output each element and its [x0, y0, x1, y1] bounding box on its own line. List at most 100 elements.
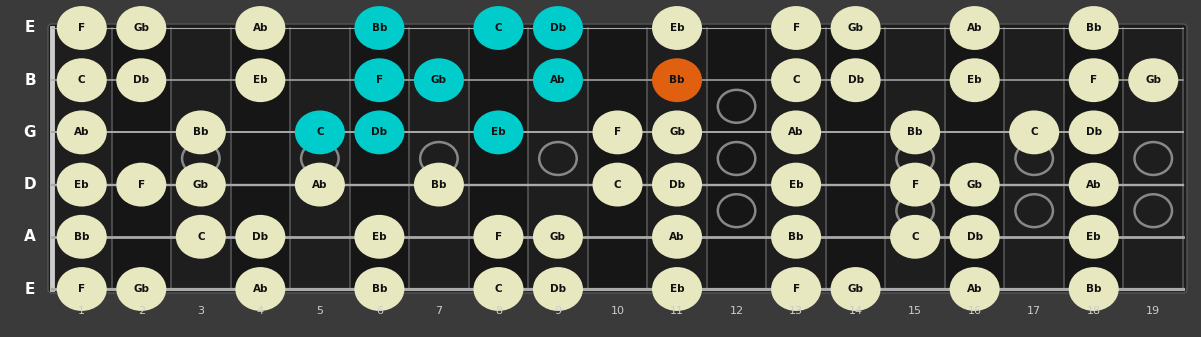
Text: Bb: Bb — [788, 232, 803, 242]
Bar — [766, 28, 826, 289]
Text: 15: 15 — [908, 306, 922, 316]
Text: Eb: Eb — [253, 75, 268, 85]
Text: Ab: Ab — [550, 75, 566, 85]
Ellipse shape — [116, 267, 166, 311]
Ellipse shape — [235, 58, 286, 102]
Bar — [231, 28, 291, 289]
Text: 6: 6 — [376, 306, 383, 316]
Text: Ab: Ab — [1086, 180, 1101, 190]
Text: F: F — [793, 23, 800, 33]
Bar — [52, 28, 112, 289]
Ellipse shape — [771, 6, 821, 50]
Text: Bb: Bb — [908, 127, 922, 137]
Text: Bb: Bb — [371, 284, 387, 294]
Ellipse shape — [175, 215, 226, 259]
Ellipse shape — [56, 58, 107, 102]
Bar — [885, 28, 945, 289]
Text: Gb: Gb — [669, 127, 685, 137]
Text: Bb: Bb — [1086, 23, 1101, 33]
Text: Db: Db — [133, 75, 149, 85]
Ellipse shape — [771, 111, 821, 154]
Text: Ab: Ab — [312, 180, 328, 190]
Ellipse shape — [354, 215, 405, 259]
Text: F: F — [912, 180, 919, 190]
Bar — [1004, 28, 1064, 289]
Bar — [647, 28, 707, 289]
Text: 1: 1 — [78, 306, 85, 316]
Ellipse shape — [771, 58, 821, 102]
Ellipse shape — [1069, 215, 1118, 259]
Ellipse shape — [1069, 267, 1118, 311]
Text: Db: Db — [550, 23, 566, 33]
Text: Gb: Gb — [193, 180, 209, 190]
Text: 16: 16 — [968, 306, 981, 316]
Text: Ab: Ab — [967, 284, 982, 294]
Text: Gb: Gb — [1146, 75, 1161, 85]
Ellipse shape — [354, 6, 405, 50]
Ellipse shape — [473, 267, 524, 311]
Text: F: F — [78, 23, 85, 33]
Ellipse shape — [533, 215, 582, 259]
Text: A: A — [24, 229, 36, 244]
Text: Gb: Gb — [431, 75, 447, 85]
Text: 12: 12 — [729, 306, 743, 316]
Text: Ab: Ab — [252, 284, 268, 294]
Bar — [291, 28, 349, 289]
Ellipse shape — [831, 267, 880, 311]
Bar — [587, 28, 647, 289]
Ellipse shape — [533, 6, 582, 50]
Text: Db: Db — [967, 232, 982, 242]
Bar — [112, 28, 171, 289]
Text: C: C — [1030, 127, 1038, 137]
Text: 18: 18 — [1087, 306, 1101, 316]
Bar — [171, 28, 231, 289]
Text: 17: 17 — [1027, 306, 1041, 316]
Ellipse shape — [235, 6, 286, 50]
Text: C: C — [614, 180, 621, 190]
Ellipse shape — [175, 111, 226, 154]
Ellipse shape — [831, 6, 880, 50]
Ellipse shape — [116, 163, 166, 207]
Ellipse shape — [652, 111, 703, 154]
Text: Eb: Eb — [967, 75, 982, 85]
Ellipse shape — [652, 267, 703, 311]
Text: C: C — [912, 232, 919, 242]
Ellipse shape — [950, 163, 999, 207]
Ellipse shape — [950, 6, 999, 50]
Ellipse shape — [533, 267, 582, 311]
Text: Gb: Gb — [848, 23, 864, 33]
Text: Db: Db — [252, 232, 268, 242]
Bar — [528, 28, 587, 289]
Ellipse shape — [116, 58, 166, 102]
Ellipse shape — [56, 267, 107, 311]
Text: 7: 7 — [435, 306, 442, 316]
Text: Db: Db — [1086, 127, 1101, 137]
Text: Db: Db — [848, 75, 864, 85]
Bar — [826, 28, 885, 289]
Text: C: C — [316, 127, 324, 137]
Ellipse shape — [890, 111, 940, 154]
Text: F: F — [614, 127, 621, 137]
FancyBboxPatch shape — [48, 24, 1187, 293]
Text: Bb: Bb — [371, 23, 387, 33]
Ellipse shape — [175, 163, 226, 207]
Text: F: F — [793, 284, 800, 294]
Ellipse shape — [56, 111, 107, 154]
Text: C: C — [495, 284, 502, 294]
Text: Eb: Eb — [372, 232, 387, 242]
Text: Eb: Eb — [789, 180, 803, 190]
Text: 2: 2 — [138, 306, 145, 316]
Ellipse shape — [56, 6, 107, 50]
Text: Bb: Bb — [669, 75, 685, 85]
Text: Bb: Bb — [431, 180, 447, 190]
Text: F: F — [376, 75, 383, 85]
Ellipse shape — [1069, 163, 1118, 207]
Bar — [707, 28, 766, 289]
Text: Ab: Ab — [788, 127, 803, 137]
Ellipse shape — [354, 267, 405, 311]
Ellipse shape — [295, 163, 345, 207]
Ellipse shape — [1069, 111, 1118, 154]
Ellipse shape — [592, 111, 643, 154]
Bar — [468, 28, 528, 289]
Text: Eb: Eb — [670, 23, 685, 33]
